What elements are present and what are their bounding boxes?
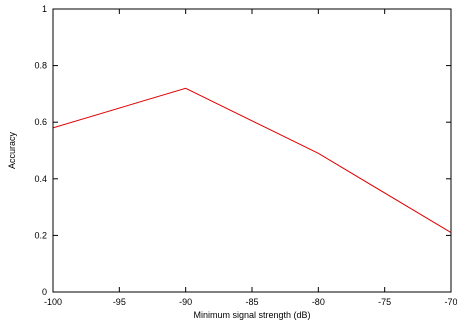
x-tick-label: -100 <box>44 297 62 307</box>
x-tick-label: -80 <box>312 297 325 307</box>
plot-frame <box>52 8 452 293</box>
y-axis-label: Accuracy <box>7 131 17 169</box>
series-group <box>52 87 452 233</box>
axis-ticks <box>52 8 452 293</box>
x-tick-label: -70 <box>444 297 457 307</box>
series-line-0 <box>52 87 452 233</box>
x-tick-label: -85 <box>245 297 258 307</box>
x-tick-label: -75 <box>378 297 391 307</box>
x-tick-label: -90 <box>179 297 192 307</box>
y-tick-label: 0.6 <box>34 117 47 127</box>
y-tick-label: 0.8 <box>34 61 47 71</box>
y-tick-label: 0 <box>42 287 47 297</box>
y-tick-label: 1 <box>42 4 47 14</box>
x-tick-label: -95 <box>113 297 126 307</box>
y-tick-label: 0.4 <box>34 174 47 184</box>
tick-labels: -100 -95 -90 -85 -80 -75 -70 0 0.2 0.4 0.6 0.8 1 <box>34 4 457 307</box>
y-tick-label: 0.2 <box>34 230 47 240</box>
x-axis-label: Minimum signal strength (dB) <box>193 310 310 320</box>
